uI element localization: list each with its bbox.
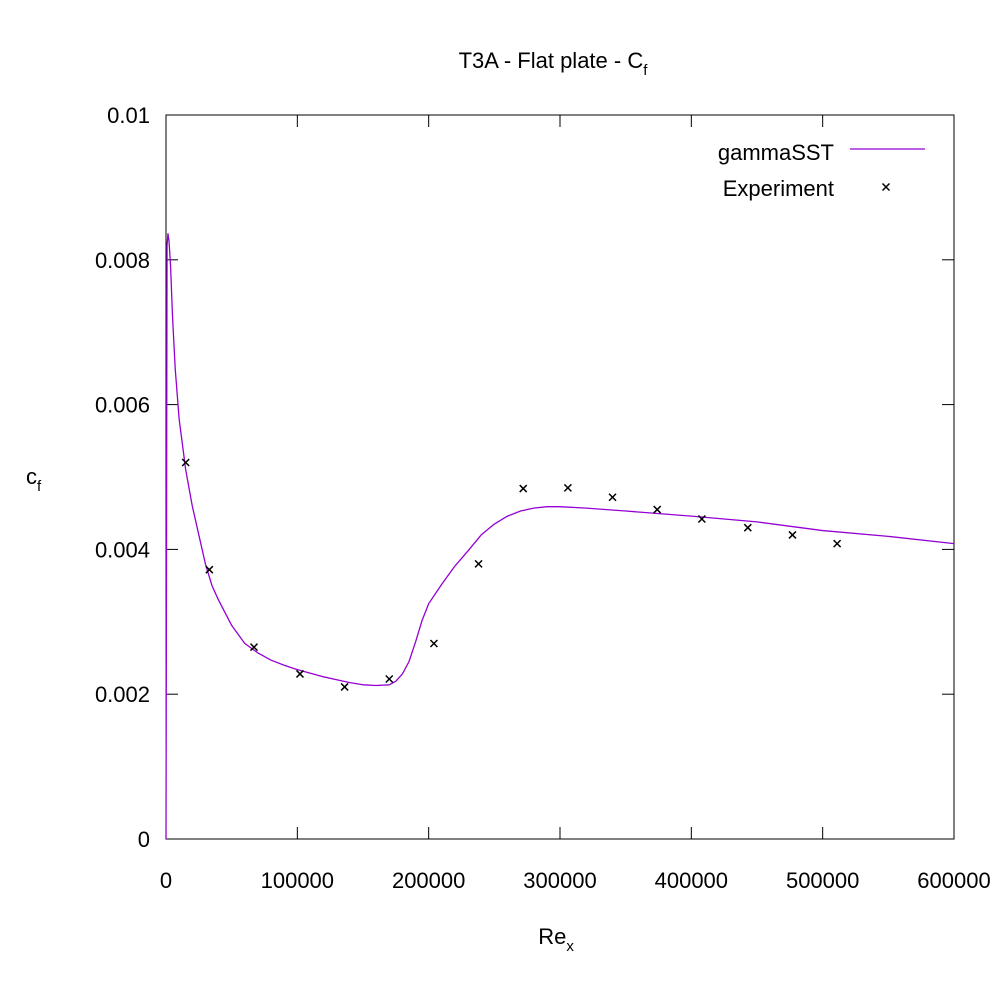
data-point-experiment	[519, 484, 528, 493]
data-point-experiment	[563, 483, 572, 492]
data-point-experiment	[295, 669, 304, 678]
data-point-experiment	[181, 458, 190, 467]
y-tick-label: 0.002	[95, 682, 150, 707]
x-tick-label: 0	[160, 868, 172, 893]
y-axis-label-main: c	[26, 464, 37, 489]
x-axis-label-main: Re	[538, 924, 566, 949]
x-tick-label: 200000	[392, 868, 465, 893]
legend-marker-experiment	[881, 182, 891, 192]
data-point-experiment	[743, 523, 752, 532]
x-tick-label: 400000	[655, 868, 728, 893]
y-tick-label: 0.008	[95, 248, 150, 273]
x-axis-label: Rex	[538, 924, 574, 955]
chart-title-main: T3A - Flat plate - C	[459, 48, 644, 73]
data-point-experiment	[429, 639, 438, 648]
legend-label-experiment: Experiment	[723, 176, 834, 201]
data-point-experiment	[833, 539, 842, 548]
data-point-experiment	[697, 514, 706, 524]
plot-frame	[165, 114, 955, 840]
series-layer	[165, 233, 955, 840]
y-tick-label: 0	[138, 827, 150, 852]
chart-title-subscript: f	[643, 62, 648, 79]
y-axis: 0 0.002 0.004 0.006 0.008 0.01	[95, 103, 954, 852]
x-axis: 0 100000 200000 300000 400000 500000 600000	[160, 115, 991, 893]
data-point-experiment	[474, 559, 483, 568]
data-point-experiment	[205, 565, 214, 574]
x-tick-label: 500000	[786, 868, 859, 893]
series-line-gammasst	[165, 233, 955, 840]
legend: gammaSST Experiment	[718, 140, 925, 201]
data-point-experiment	[608, 493, 617, 502]
data-point-experiment	[249, 643, 259, 652]
chart-title: T3A - Flat plate - Cf	[459, 48, 649, 79]
x-axis-label-subscript: x	[566, 938, 574, 955]
data-point-experiment	[340, 682, 349, 691]
x-tick-label: 600000	[917, 868, 990, 893]
x-tick-label: 100000	[261, 868, 334, 893]
data-point-experiment	[385, 674, 394, 684]
x-tick-label: 300000	[523, 868, 596, 893]
y-axis-label: cf	[26, 464, 42, 495]
legend-label-gammasst: gammaSST	[718, 140, 834, 165]
y-tick-label: 0.01	[107, 103, 150, 128]
data-point-experiment	[653, 505, 662, 514]
y-tick-label: 0.004	[95, 537, 150, 562]
y-tick-label: 0.006	[95, 393, 150, 418]
data-point-experiment	[788, 530, 797, 539]
y-axis-label-subscript: f	[37, 478, 42, 495]
